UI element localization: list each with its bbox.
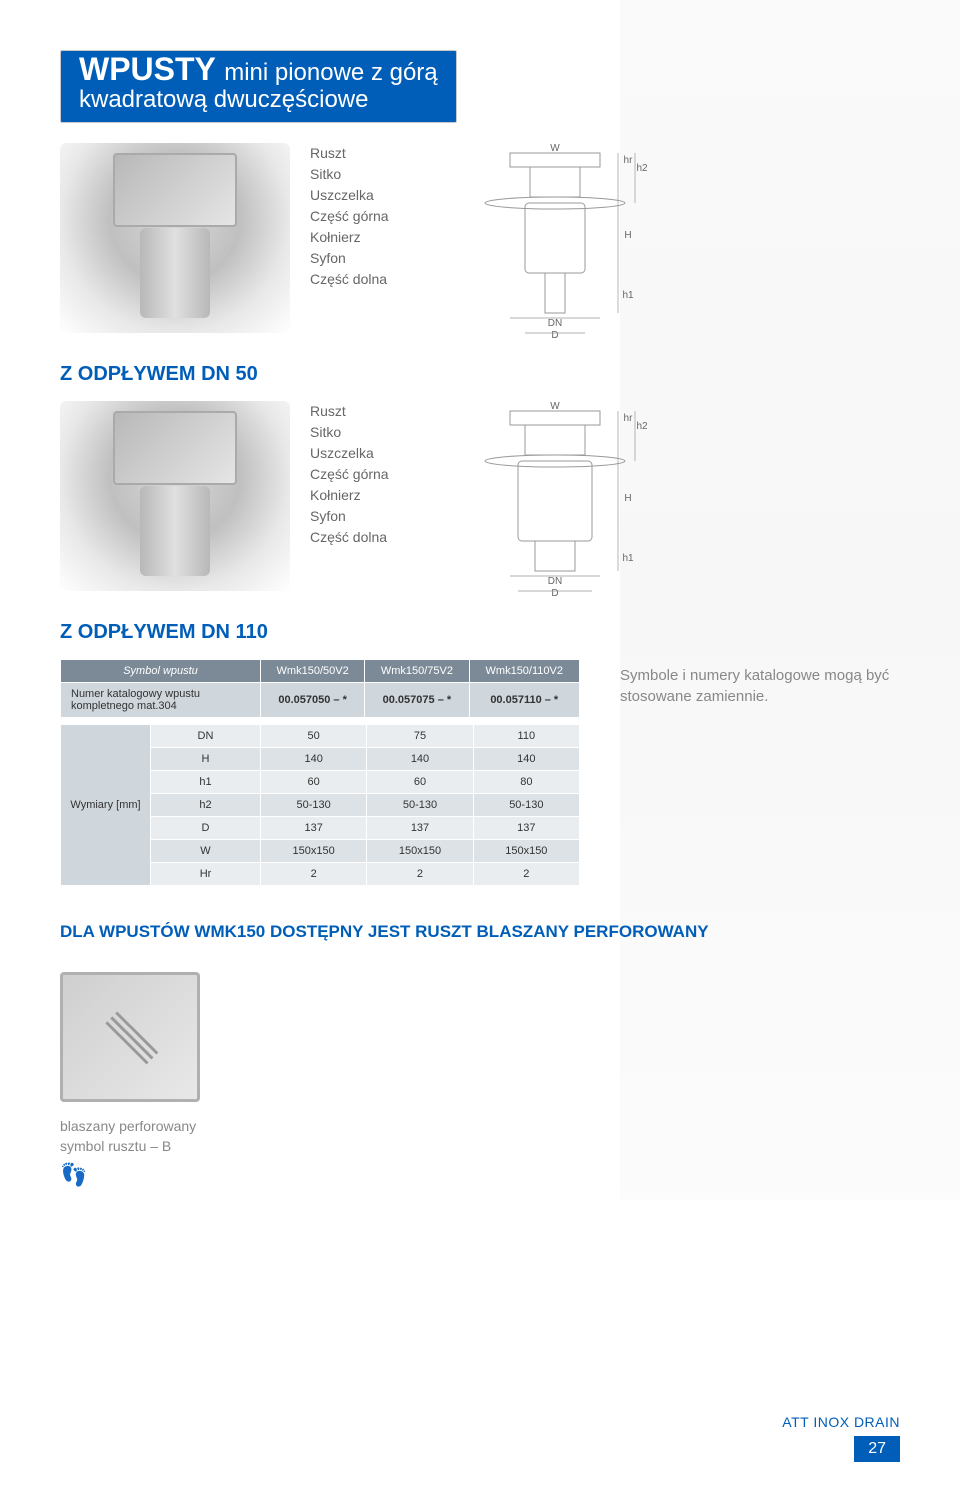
page-footer: ATT INOX DRAIN 27	[782, 1414, 900, 1462]
dim-value: 60	[367, 771, 473, 794]
dim-value: 140	[261, 748, 367, 771]
catalog-value: 00.057110 – *	[469, 683, 579, 718]
part-label: Kołnierz	[310, 227, 440, 248]
part-label: Ruszt	[310, 401, 440, 422]
table-row: Symbol wpustu Wmk150/50V2 Wmk150/75V2 Wm…	[61, 660, 580, 683]
dim-value: 50	[261, 725, 367, 748]
dim-value: 50-130	[367, 794, 473, 817]
technical-diagram-1: W hr h2 H h1 DN D	[460, 143, 700, 353]
dim-value: 150x150	[261, 840, 367, 863]
dim-value: 2	[473, 863, 579, 886]
part-label: Ruszt	[310, 143, 440, 164]
part-label: Sitko	[310, 164, 440, 185]
technical-diagram-2: W hr h2 H h1 DN D	[460, 401, 700, 611]
spec-table-header: Symbol wpustu Wmk150/50V2 Wmk150/75V2 Wm…	[60, 659, 580, 718]
grate-caption-l2: symbol rusztu – B	[60, 1137, 900, 1157]
section-heading-1: Z ODPŁYWEM DN 50	[60, 363, 900, 386]
section-1: Ruszt Sitko Uszczelka Część górna Kołnie…	[60, 143, 900, 353]
dim-value: 2	[367, 863, 473, 886]
part-label: Część dolna	[310, 269, 440, 290]
dim-value: 50-130	[473, 794, 579, 817]
catalog-value: 00.057050 – *	[261, 683, 365, 718]
dim-value: 137	[367, 817, 473, 840]
dim-value: 137	[473, 817, 579, 840]
footer-brand: ATT INOX DRAIN	[782, 1414, 900, 1430]
table-row: Numer katalogowy wpustu kompletnego mat.…	[61, 683, 580, 718]
dim-DN: DN	[548, 576, 562, 587]
part-label: Syfon	[310, 506, 440, 527]
dim-name: Hr	[151, 863, 261, 886]
title-line2: kwadratową dwuczęściowe	[79, 86, 438, 114]
page-number: 27	[854, 1436, 900, 1462]
part-label: Część górna	[310, 206, 440, 227]
tables-row: Symbol wpustu Wmk150/50V2 Wmk150/75V2 Wm…	[60, 659, 900, 892]
dim-h1: h1	[622, 290, 634, 301]
dim-value: 110	[473, 725, 579, 748]
section-heading-2: Z ODPŁYWEM DN 110	[60, 621, 900, 644]
col-header: Wmk150/50V2	[261, 660, 365, 683]
table-row: Wymiary [mm] DN 50 75 110	[61, 725, 580, 748]
dim-value: 50-130	[261, 794, 367, 817]
dim-value: 75	[367, 725, 473, 748]
col-header: Wmk150/110V2	[469, 660, 579, 683]
grate-caption-l1: blaszany perforowany	[60, 1117, 900, 1137]
dim-hr: hr	[624, 413, 634, 424]
dim-value: 60	[261, 771, 367, 794]
part-label: Kołnierz	[310, 485, 440, 506]
dim-name: D	[151, 817, 261, 840]
section-2: Ruszt Sitko Uszczelka Część górna Kołnie…	[60, 401, 900, 611]
dim-W: W	[550, 401, 560, 412]
part-label: Część górna	[310, 464, 440, 485]
dim-name: DN	[151, 725, 261, 748]
product-image-2	[60, 401, 290, 591]
part-label: Syfon	[310, 248, 440, 269]
parts-list-1: Ruszt Sitko Uszczelka Część górna Kołnie…	[310, 143, 440, 290]
page-title: WPUSTY mini pionowe z górą kwadratową dw…	[60, 50, 457, 123]
title-rest: mini pionowe z górą	[224, 59, 437, 86]
part-label: Uszczelka	[310, 443, 440, 464]
dim-value: 80	[473, 771, 579, 794]
dim-name: W	[151, 840, 261, 863]
dim-H: H	[624, 230, 631, 241]
grate-caption: blaszany perforowany symbol rusztu – B	[60, 1117, 900, 1156]
catalog-value: 00.057075 – *	[365, 683, 469, 718]
grate-image	[60, 972, 200, 1102]
col-header: Wmk150/75V2	[365, 660, 469, 683]
col-symbol-label: Symbol wpustu	[61, 660, 261, 683]
dims-label: Wymiary [mm]	[61, 725, 151, 886]
parts-list-2: Ruszt Sitko Uszczelka Część górna Kołnie…	[310, 401, 440, 548]
product-image-1	[60, 143, 290, 333]
dim-value: 150x150	[473, 840, 579, 863]
dim-D: D	[551, 588, 558, 599]
footprint-icon: 👣	[60, 1162, 900, 1188]
dim-H: H	[624, 493, 631, 504]
dim-name: h2	[151, 794, 261, 817]
dim-value: 140	[473, 748, 579, 771]
part-label: Część dolna	[310, 527, 440, 548]
title-bold: WPUSTY	[79, 51, 215, 87]
dim-name: H	[151, 748, 261, 771]
dim-h1: h1	[622, 553, 634, 564]
spec-table-dims: Wymiary [mm] DN 50 75 110 H 140 140 140 …	[60, 724, 580, 886]
dim-value: 140	[367, 748, 473, 771]
dim-DN: DN	[548, 318, 562, 329]
part-label: Uszczelka	[310, 185, 440, 206]
dim-hr: hr	[624, 155, 634, 166]
dim-D: D	[551, 330, 558, 341]
catalog-label: Numer katalogowy wpustu kompletnego mat.…	[61, 683, 261, 718]
dim-value: 2	[261, 863, 367, 886]
dim-W: W	[550, 143, 560, 154]
part-label: Sitko	[310, 422, 440, 443]
side-note: Symbole i numery katalogowe mogą być sto…	[620, 659, 900, 707]
page-content: WPUSTY mini pionowe z górą kwadratową dw…	[0, 0, 960, 1228]
dim-h2: h2	[636, 421, 648, 432]
dim-h2: h2	[636, 163, 648, 174]
dim-value: 150x150	[367, 840, 473, 863]
dim-name: h1	[151, 771, 261, 794]
bottom-heading: DLA WPUSTÓW WMK150 DOSTĘPNY JEST RUSZT B…	[60, 922, 900, 942]
dim-value: 137	[261, 817, 367, 840]
